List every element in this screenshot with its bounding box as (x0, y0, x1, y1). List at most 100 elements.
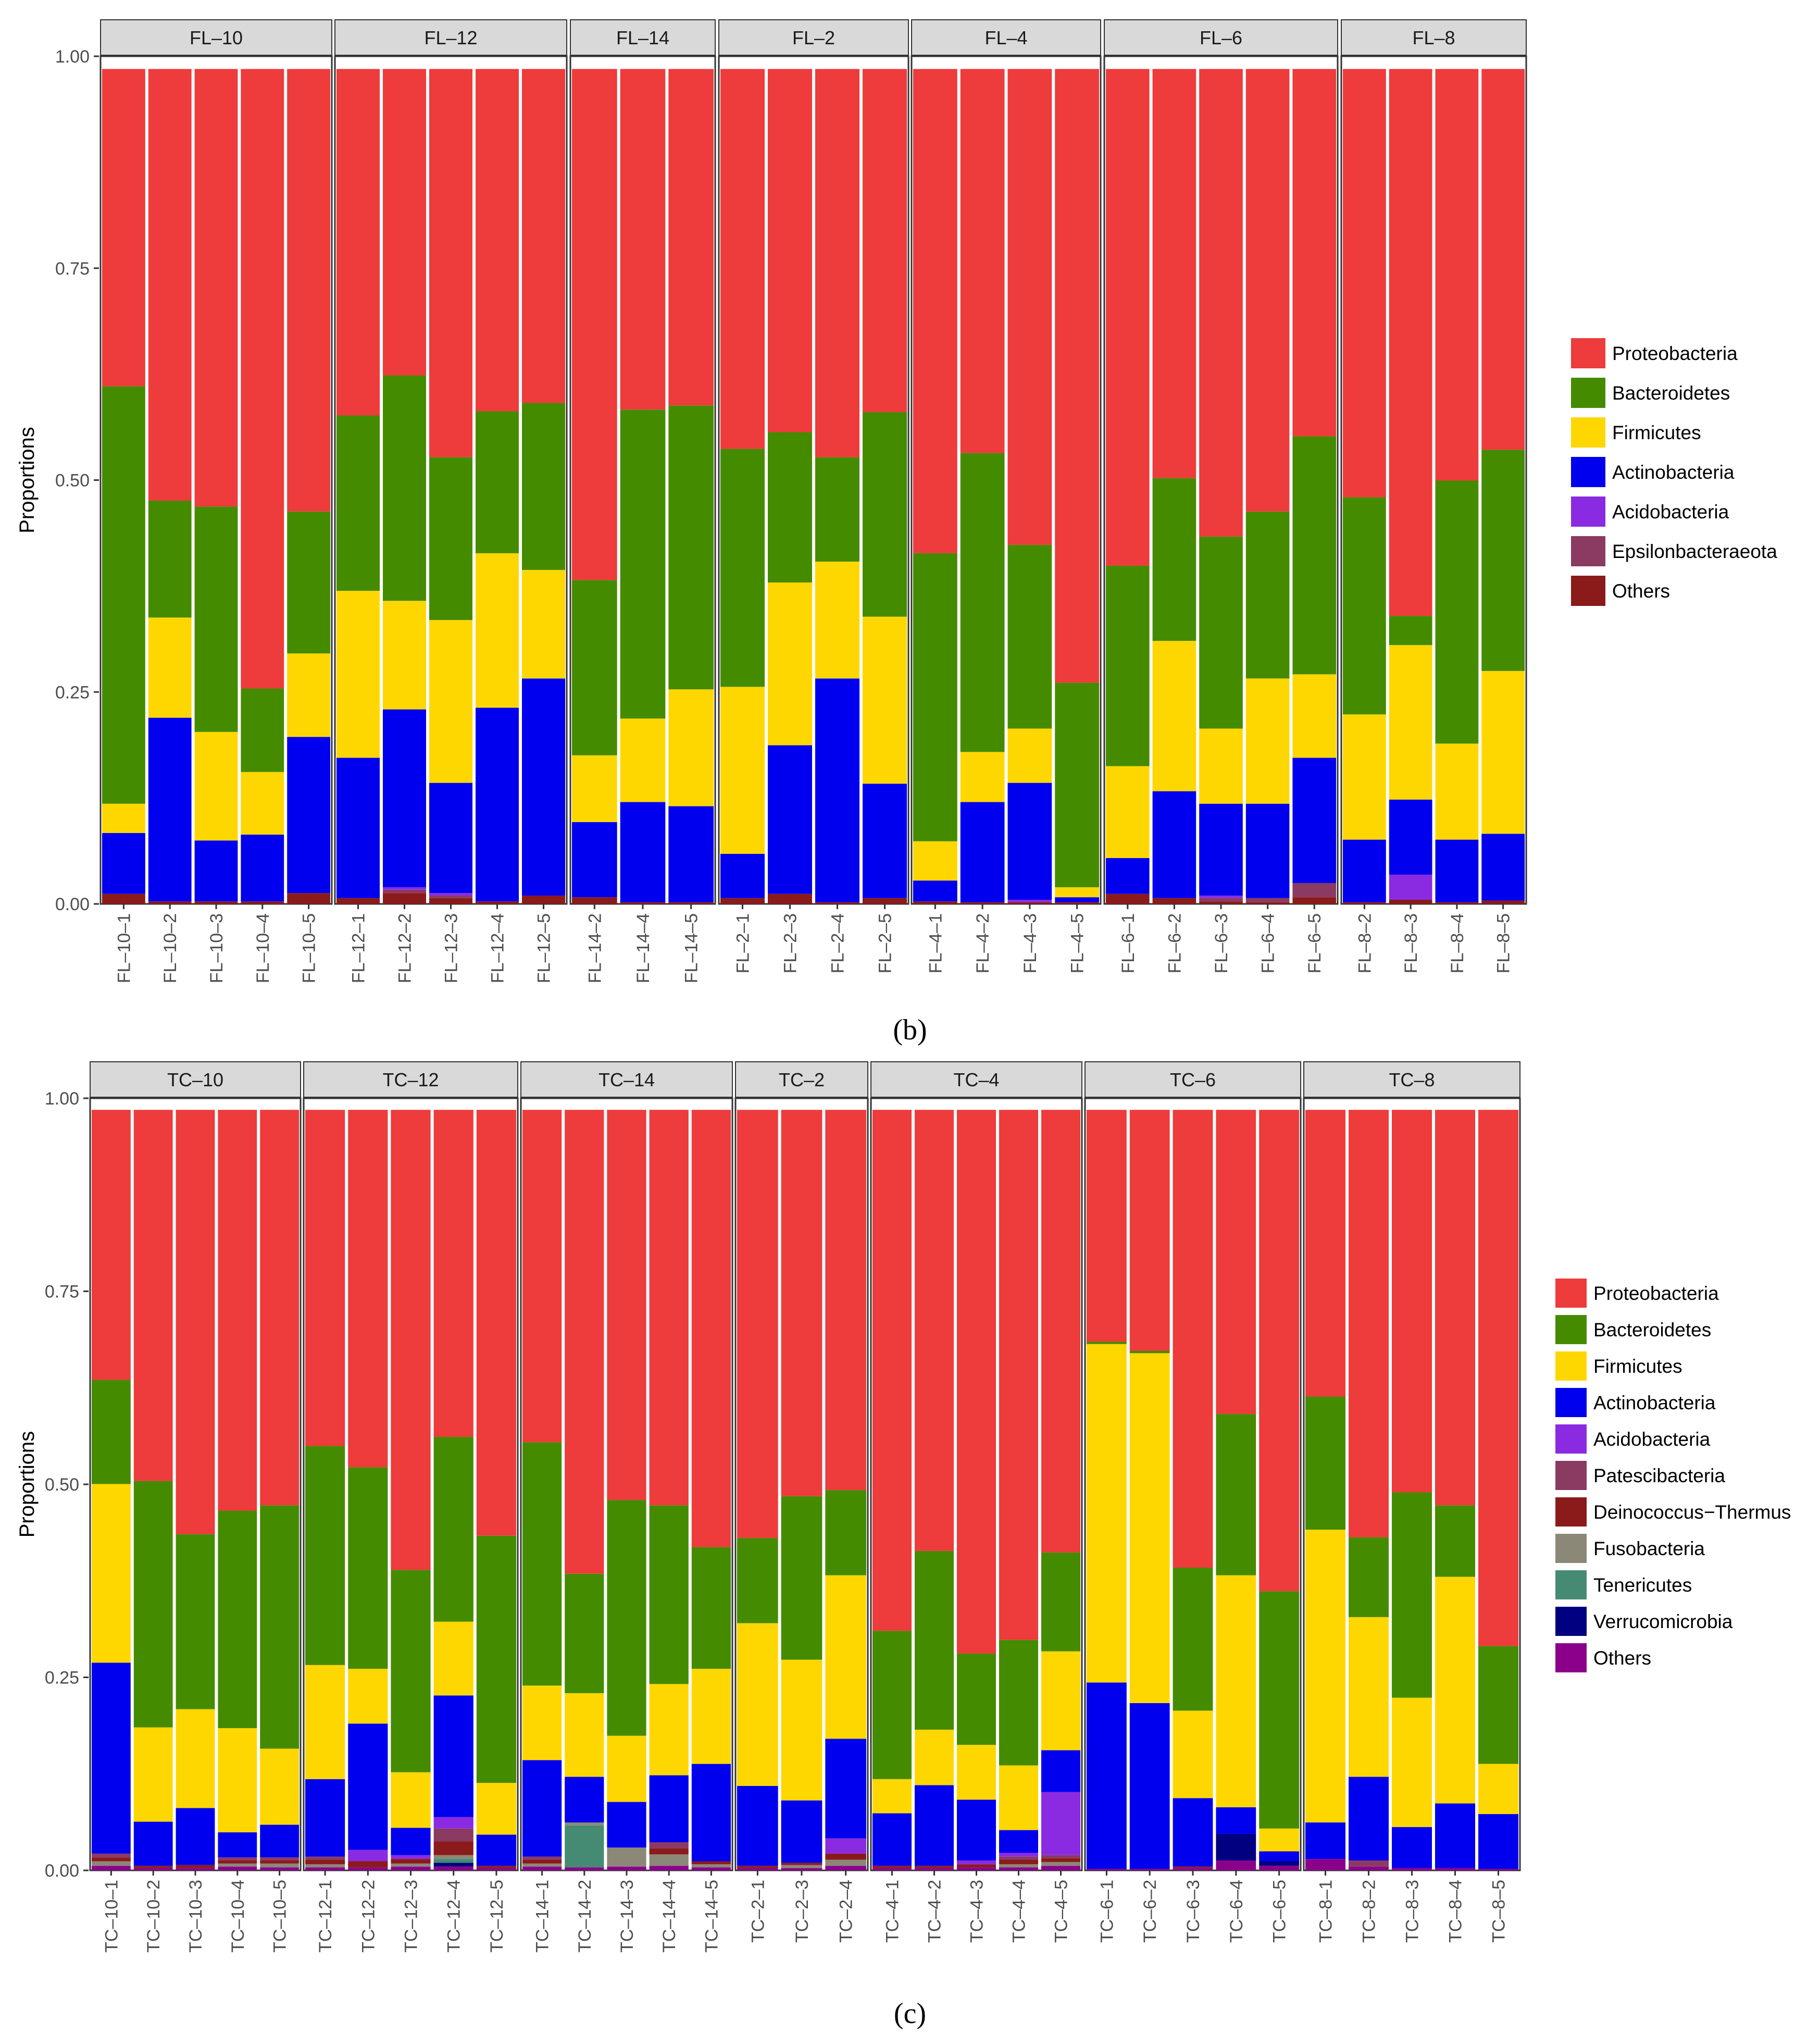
chart-b-segment-bacteroidetes (194, 506, 238, 732)
chart-c-segment-proteobacteria (1041, 1110, 1080, 1553)
chart-c-segment-others (348, 1867, 388, 1870)
chart-c-segment-bacteroidetes (607, 1500, 646, 1736)
chart-b-bar-fl-10-5 (287, 69, 330, 904)
chart-c-ytick-label: 0.75 (45, 1282, 79, 1302)
chart-c-segment-others (391, 1866, 431, 1870)
chart-c-segment-proteobacteria (433, 1110, 473, 1437)
chart-c-segment-patescibacteria (218, 1857, 257, 1861)
chart-b-segment-bacteroidetes (1199, 536, 1243, 729)
chart-c-legend-swatch-acidobacteria (1554, 1423, 1588, 1455)
chart-c-segment-others (1392, 1868, 1432, 1870)
chart-c-xtick-label: TC‒8‒3 (1403, 1880, 1423, 1943)
chart-b-facet-strip (718, 19, 909, 56)
chart-c-segment-actinobacteria (1305, 1822, 1345, 1859)
chart-c-segment-firmicutes (218, 1728, 257, 1833)
chart-b-segment-proteobacteria (476, 69, 519, 412)
chart-b-xtick-label: FL‒6‒3 (1212, 913, 1231, 973)
chart-c-segment-proteobacteria (1173, 1110, 1213, 1568)
chart-c-legend-swatch-others (1554, 1642, 1588, 1673)
chart-c-bar-tc-6-4 (1216, 1110, 1256, 1870)
chart-c-segment-proteobacteria (607, 1110, 646, 1500)
chart-c-segment-others (915, 1868, 954, 1870)
chart-c-segment-acidobacteria (391, 1855, 431, 1859)
chart-b-segment-actinobacteria (572, 822, 617, 898)
chart-c-xtick-label: TC‒8‒2 (1360, 1880, 1379, 1943)
chart-c-legend-swatch-tenericutes (1554, 1569, 1588, 1600)
chart-c-segment-firmicutes (1392, 1697, 1432, 1827)
chart-b-segment-firmicutes (863, 616, 907, 784)
chart-c-segment-actinobacteria (1435, 1803, 1475, 1868)
chart-b-segment-bacteroidetes (960, 453, 1005, 752)
chart-b-bar-fl-4-5 (1055, 69, 1099, 904)
chart-c-legend-label-fusobacteria: Fusobacteria (1593, 1538, 1705, 1559)
chart-b-segment-bacteroidetes (863, 412, 907, 617)
chart-c-facet-tc-14: TC‒14 TC‒14‒1 TC‒14‒2 TC‒14‒3 TC‒14‒4 TC‒14‒5 (520, 1061, 733, 1953)
chart-b-segment-epsilonbacteraeota (1199, 898, 1243, 902)
chart-c-xtick-label: TC‒6‒5 (1270, 1880, 1290, 1943)
chart-c-segment-deinococcus-thermus (999, 1859, 1038, 1865)
chart-c-segment-firmicutes (433, 1621, 473, 1696)
chart-b-segment-actinobacteria (768, 745, 812, 894)
chart-c-bar-tc-2-1 (737, 1110, 778, 1870)
chart-c-facet-strip (90, 1061, 301, 1098)
chart-c-bar-tc-12-2 (348, 1110, 388, 1870)
chart-b-segment-proteobacteria (287, 69, 330, 512)
chart-c-segment-firmicutes (737, 1623, 778, 1786)
chart-c-segment-others (565, 1867, 604, 1870)
chart-c-segment-tenericutes (565, 1825, 604, 1868)
chart-b-facet-label: FL‒14 (616, 27, 669, 48)
chart-b-segment-others (1292, 897, 1336, 904)
chart-b-bar-fl-14-2 (572, 69, 617, 904)
chart-b-segment-actinobacteria (620, 802, 666, 902)
chart-c-segment-proteobacteria (957, 1110, 996, 1654)
chart-c-segment-actinobacteria (1087, 1682, 1127, 1869)
chart-b-segment-firmicutes (620, 718, 666, 802)
chart-c-segment-deinococcus-thermus (1173, 1866, 1213, 1868)
chart-c-segment-bacteroidetes (305, 1446, 345, 1665)
chart-b-segment-bacteroidetes (102, 386, 145, 804)
chart-b-segment-actinobacteria (1292, 758, 1336, 883)
chart-b-segment-firmicutes (1007, 728, 1052, 783)
chart-c-segment-others (133, 1868, 173, 1870)
chart-c-segment-proteobacteria (915, 1110, 954, 1551)
chart-c-segment-actinobacteria (176, 1808, 215, 1865)
chart-b-segment-proteobacteria (668, 69, 714, 406)
chart-c-segment-others (1173, 1868, 1213, 1870)
chart-b-xtick-label: FL‒8‒3 (1401, 913, 1421, 973)
chart-c-bar-tc-12-1 (305, 1110, 345, 1870)
chart-c-bar-tc-6-3 (1173, 1110, 1213, 1870)
chart-b-segment-others (960, 902, 1005, 904)
chart-b-segment-others (1343, 902, 1386, 904)
chart-b-segment-firmicutes (1389, 645, 1432, 800)
chart-c-xtick-label: TC‒10‒3 (186, 1880, 206, 1953)
chart-c-segment-deinococcus-thermus (691, 1861, 731, 1865)
chart-b-segment-proteobacteria (194, 69, 238, 507)
chart-c-legend-label-acidobacteria: Acidobacteria (1593, 1429, 1711, 1450)
chart-c-segment-bacteroidetes (522, 1442, 562, 1686)
chart-c-segment-actinobacteria (260, 1825, 299, 1858)
chart-c-segment-firmicutes (92, 1484, 131, 1663)
chart-c-legend-swatch-fusobacteria (1554, 1533, 1588, 1564)
chart-c-segment-fusobacteria (607, 1847, 646, 1867)
chart-b-segment-others (1007, 902, 1052, 904)
chart-b-bar-fl-14-5 (668, 69, 714, 904)
chart-b-segment-proteobacteria (1199, 69, 1243, 537)
chart-c-xtick-label: TC‒14‒4 (659, 1880, 679, 1953)
chart-b-bar-fl-4-3 (1007, 69, 1052, 904)
chart-c-segment-firmicutes (915, 1729, 954, 1785)
chart-b-segment-acidobacteria (383, 887, 426, 890)
chart-b-segment-others (768, 894, 812, 904)
chart-b-segment-actinobacteria (102, 833, 145, 894)
chart-c-bar-tc-8-3 (1392, 1110, 1432, 1870)
chart-c-ytick-label: 0.50 (45, 1475, 79, 1495)
chart-b-segment-actinobacteria (1055, 897, 1099, 902)
chart-b-segment-proteobacteria (960, 69, 1005, 453)
chart-c-bar-tc-4-1 (872, 1110, 912, 1870)
chart-b-segment-epsilonbacteraeota (383, 889, 426, 894)
chart-c-segment-others (92, 1866, 131, 1870)
chart-c-segment-firmicutes (1087, 1344, 1127, 1683)
chart-b-segment-bacteroidetes (1152, 478, 1196, 641)
chart-c-bar-tc-10-2 (133, 1110, 173, 1870)
chart-c-legend-label-actinobacteria: Actinobacteria (1593, 1392, 1716, 1413)
chart-c-bar-tc-4-3 (957, 1110, 996, 1870)
